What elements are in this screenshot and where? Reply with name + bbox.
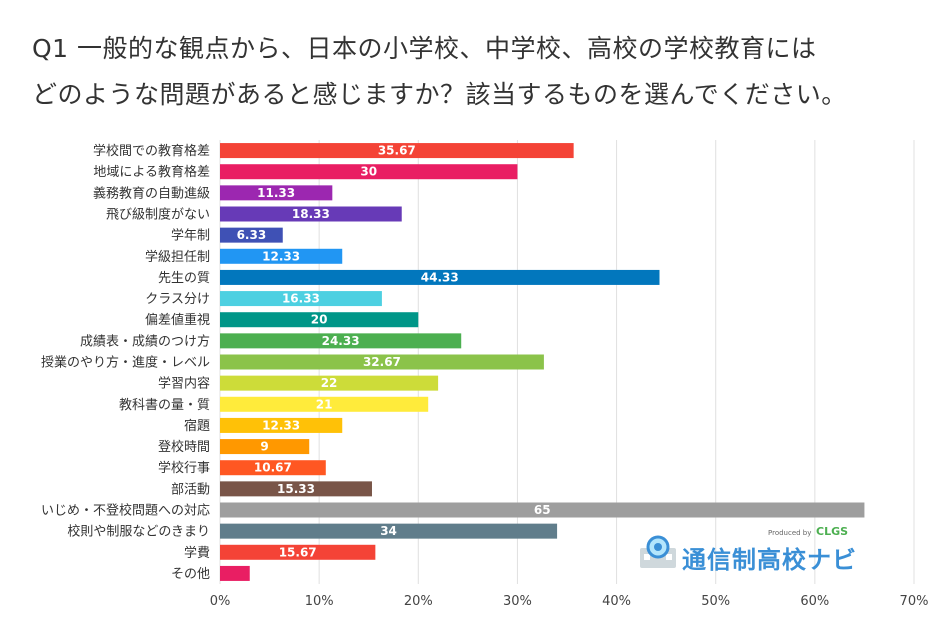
chart-title: Q1 一般的な観点から、日本の小学校、中学校、高校の学校教育には どのような問題… bbox=[32, 26, 912, 118]
bar bbox=[220, 143, 574, 159]
bar bbox=[220, 375, 439, 391]
category-label: 授業のやり方・進度・レベル bbox=[41, 355, 210, 371]
bar-value-label: 30 bbox=[360, 165, 377, 179]
logo-brand: CLGS bbox=[816, 525, 849, 538]
bar bbox=[220, 523, 558, 539]
bar bbox=[220, 502, 865, 518]
bar-value-label: 35.67 bbox=[378, 144, 416, 158]
bar-value-label: 22 bbox=[321, 376, 338, 390]
x-tick-label: 40% bbox=[602, 594, 631, 609]
bar-value-label: 34 bbox=[380, 524, 397, 538]
category-label: 登校時間 bbox=[158, 439, 210, 455]
bar-value-label: 12.33 bbox=[262, 418, 300, 432]
bar bbox=[220, 248, 343, 264]
bar bbox=[220, 227, 283, 243]
bar-value-label: 21 bbox=[316, 397, 333, 411]
bar-value-label: 15.67 bbox=[279, 545, 317, 559]
bar bbox=[220, 206, 402, 222]
category-label: 偏差値重視 bbox=[145, 312, 210, 328]
category-label: 校則や制服などのきまり bbox=[67, 524, 210, 540]
bar bbox=[220, 481, 372, 497]
x-tick-label: 10% bbox=[305, 594, 334, 609]
bar bbox=[220, 164, 518, 180]
category-labels: 学校間での教育格差地域による教育格差義務教育の自動進級飛び級制度がない学年制学級… bbox=[41, 143, 210, 582]
category-label: 学校行事 bbox=[158, 460, 210, 476]
category-label: 飛び級制度がない bbox=[106, 207, 210, 223]
category-label: 成績表・成績のつけ方 bbox=[80, 333, 210, 349]
bar bbox=[220, 185, 333, 201]
category-label: 学級担任制 bbox=[145, 249, 210, 265]
x-tick-label: 30% bbox=[503, 594, 532, 609]
bar-value-label: 65 bbox=[534, 503, 551, 517]
bar bbox=[220, 333, 462, 349]
category-label: 学年制 bbox=[171, 228, 210, 244]
bar-value-label: 11.33 bbox=[257, 186, 295, 200]
bar-value-label: 9 bbox=[260, 440, 268, 454]
category-label: 宿題 bbox=[184, 418, 210, 434]
x-tick-label: 70% bbox=[900, 594, 929, 609]
bar bbox=[220, 354, 544, 370]
category-label: 地域による教育格差 bbox=[93, 164, 210, 180]
bar bbox=[220, 312, 419, 328]
bar-value-label: 16.33 bbox=[282, 292, 320, 306]
category-label: 学費 bbox=[184, 545, 210, 561]
category-label: 教科書の量・質 bbox=[119, 397, 210, 413]
category-label: いじめ・不登校問題への対応 bbox=[41, 503, 210, 519]
bar-value-label: 6.33 bbox=[237, 228, 267, 242]
bar-value-label: 44.33 bbox=[421, 270, 459, 284]
category-label: 部活動 bbox=[171, 482, 210, 497]
logo-name: 通信制高校ナビ bbox=[682, 546, 857, 574]
bar bbox=[220, 417, 343, 433]
bar bbox=[220, 544, 376, 560]
x-tick-label: 20% bbox=[404, 594, 433, 609]
school-building-icon bbox=[640, 535, 676, 568]
bar-value-label: 18.33 bbox=[292, 207, 330, 221]
x-tick-label: 60% bbox=[800, 594, 829, 609]
x-tick-label: 0% bbox=[210, 594, 231, 609]
chart-title-line-2: どのような問題があると感じますか？該当するものを選んでください。 bbox=[32, 80, 847, 109]
bar-value-label: 12.33 bbox=[262, 249, 300, 263]
bar-value-label: 32.67 bbox=[363, 355, 401, 369]
category-label: クラス分け bbox=[145, 292, 210, 307]
bar-value-label: 20 bbox=[311, 313, 328, 327]
bar bbox=[220, 565, 250, 581]
category-label: 学習内容 bbox=[158, 376, 210, 392]
category-label: その他 bbox=[171, 567, 210, 582]
x-tick-label: 50% bbox=[701, 594, 730, 609]
brand-logo: Produced by CLGS 通信制高校ナビ bbox=[638, 525, 868, 574]
bar bbox=[220, 439, 310, 455]
category-label: 先生の質 bbox=[158, 271, 210, 286]
bar bbox=[220, 460, 326, 476]
bar-value-label: 24.33 bbox=[322, 334, 360, 348]
bar bbox=[220, 269, 660, 285]
logo-produced-by: Produced by bbox=[768, 529, 812, 537]
x-axis-ticks: 0% 10% 20% 30% 40% 50% 60% 70% bbox=[210, 594, 929, 609]
category-label: 学校間での教育格差 bbox=[93, 143, 210, 159]
category-label: 義務教育の自動進級 bbox=[93, 185, 210, 201]
bar-value-label: 10.67 bbox=[254, 461, 292, 475]
bar bbox=[220, 396, 429, 412]
bar-value-label: 15.33 bbox=[277, 482, 315, 496]
chart-title-line-1: Q1 一般的な観点から、日本の小学校、中学校、高校の学校教育には bbox=[32, 34, 817, 63]
bar bbox=[220, 291, 382, 307]
